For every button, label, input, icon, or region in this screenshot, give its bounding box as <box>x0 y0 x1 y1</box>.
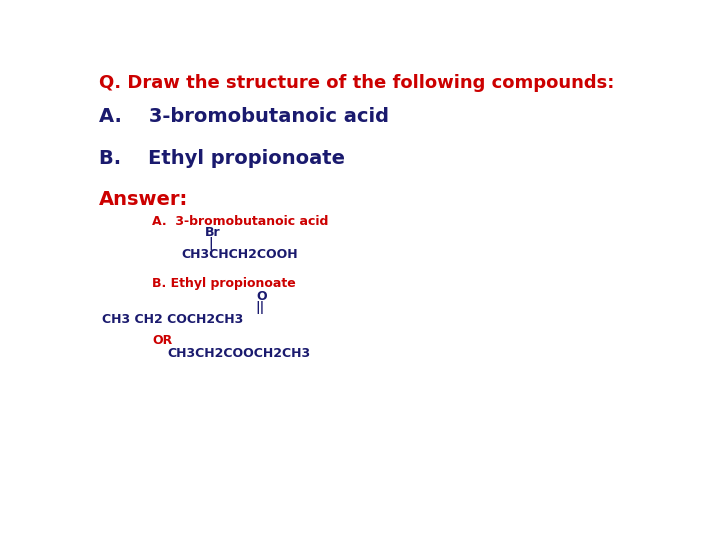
Text: A.    3-bromobutanoic acid: A. 3-bromobutanoic acid <box>99 107 390 126</box>
Text: OR: OR <box>152 334 172 347</box>
Text: |: | <box>209 237 213 250</box>
Text: A.  3-bromobutanoic acid: A. 3-bromobutanoic acid <box>152 215 328 228</box>
Text: CH3CHCH2COOH: CH3CHCH2COOH <box>181 248 298 261</box>
Text: B. Ethyl propionoate: B. Ethyl propionoate <box>152 276 296 289</box>
Text: O: O <box>256 289 267 302</box>
Text: CH3 CH2 COCH2CH3: CH3 CH2 COCH2CH3 <box>102 313 243 326</box>
Text: ||: || <box>255 301 264 314</box>
Text: Q. Draw the structure of the following compounds:: Q. Draw the structure of the following c… <box>99 74 615 92</box>
Text: Br: Br <box>204 226 220 240</box>
Text: Answer:: Answer: <box>99 190 189 208</box>
Text: B.    Ethyl propionoate: B. Ethyl propionoate <box>99 150 346 168</box>
Text: CH3CH2COOCH2CH3: CH3CH2COOCH2CH3 <box>168 347 310 360</box>
